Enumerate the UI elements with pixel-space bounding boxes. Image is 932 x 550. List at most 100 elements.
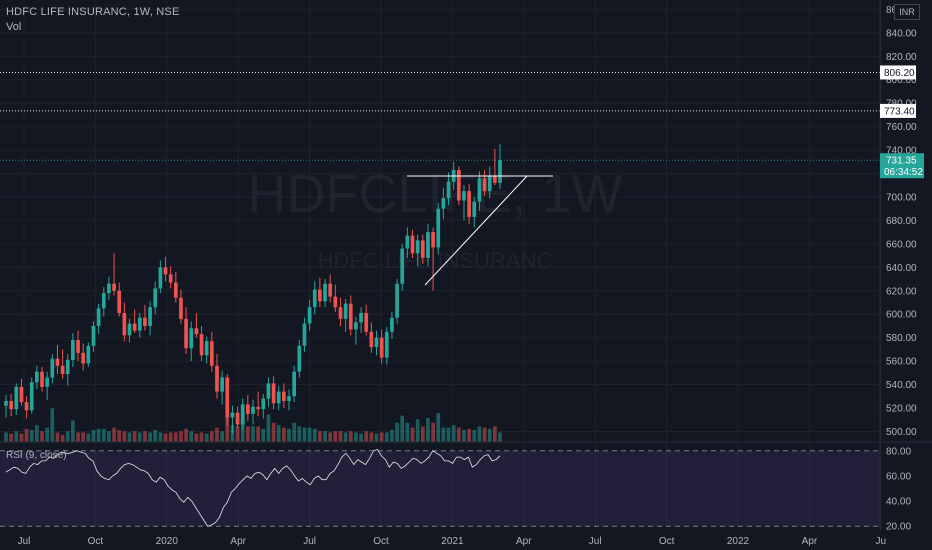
- candle-body: [420, 240, 425, 258]
- volume-bar: [369, 432, 374, 442]
- volume-bar: [19, 433, 24, 442]
- candle-body: [276, 391, 281, 404]
- volume-bar: [410, 427, 415, 442]
- symbol-title[interactable]: HDFC LIFE INSURANC, 1W, NSE: [6, 6, 180, 18]
- candle-body: [271, 383, 276, 404]
- candle-body: [400, 248, 405, 284]
- candle-body: [220, 377, 224, 392]
- candle-body: [240, 404, 245, 425]
- volume-bar: [354, 432, 358, 442]
- time-tick-label: Ju: [876, 536, 887, 547]
- candle-body: [292, 371, 297, 397]
- time-tick-label: Jul: [303, 536, 316, 547]
- drawing-tools: [407, 175, 553, 286]
- volume-bar: [498, 432, 502, 442]
- candle-body: [35, 371, 39, 383]
- candle-body: [4, 400, 8, 406]
- price-tick-label: 660.00: [886, 239, 917, 250]
- candle-body: [137, 317, 142, 331]
- volume-bar: [348, 431, 353, 442]
- time-tick-label: 2022: [727, 536, 750, 547]
- volume-bar: [287, 428, 291, 442]
- volume-bar: [209, 431, 214, 442]
- horizontal-line-label-box: [880, 65, 916, 80]
- volume-bar: [179, 431, 183, 442]
- volume-bar: [158, 432, 163, 442]
- time-tick-label: Apr: [230, 536, 246, 547]
- volume-bar: [65, 431, 70, 442]
- support-trendline[interactable]: [424, 175, 528, 286]
- rsi-tick-label: 80.00: [886, 446, 911, 457]
- candle-body: [287, 396, 291, 401]
- volume-bar: [107, 431, 111, 442]
- rsi-tick-label: 60.00: [886, 471, 911, 482]
- volume-bar: [462, 430, 466, 442]
- volume-bar: [441, 427, 446, 442]
- currency-badge[interactable]: INR: [894, 4, 920, 20]
- volume-bar: [220, 431, 224, 442]
- candle-body: [390, 317, 394, 332]
- volume-bar: [112, 427, 116, 442]
- candle-body: [384, 331, 389, 358]
- candle-body: [477, 178, 482, 202]
- candle-body: [282, 391, 286, 401]
- price-tick-label: 560.00: [886, 357, 917, 368]
- rsi-indicator-label[interactable]: RSI (9, close): [6, 450, 67, 461]
- rsi-tick-label: 20.00: [886, 522, 911, 533]
- rsi-tick-label: 40.00: [886, 497, 911, 508]
- rsi-line: [5, 449, 501, 527]
- volume-bar: [493, 426, 497, 442]
- price-tick-label: 760.00: [886, 122, 917, 133]
- candle-body: [117, 290, 122, 314]
- volume-bar: [132, 431, 137, 442]
- candle-body: [194, 328, 199, 335]
- horizontal-line-label-box: [880, 103, 916, 118]
- volume-bar: [55, 432, 60, 442]
- volume-bar: [4, 432, 8, 442]
- volume-bar: [225, 413, 230, 442]
- candle-body: [307, 307, 312, 324]
- candle-body: [369, 331, 374, 348]
- candle-body: [9, 400, 13, 410]
- price-tick-label: 600.00: [886, 310, 917, 321]
- volume-indicator-label[interactable]: Vol: [6, 21, 22, 33]
- volume-bar: [45, 427, 50, 442]
- candle-body: [487, 175, 492, 192]
- volume-bar: [256, 426, 260, 442]
- volume-bar: [96, 428, 101, 442]
- volume-bar: [199, 432, 204, 442]
- volume-bar: [137, 432, 142, 442]
- volume-bar: [148, 432, 152, 442]
- volume-bar: [451, 425, 456, 442]
- candle-body: [60, 365, 65, 374]
- candle-body: [261, 398, 266, 410]
- candle-body: [122, 313, 127, 336]
- candle-body: [132, 323, 137, 331]
- candle-body: [127, 323, 132, 336]
- price-tick-label: 580.00: [886, 333, 917, 344]
- volume-bar: [122, 431, 127, 442]
- volume-bar: [24, 428, 29, 442]
- candle-body: [76, 340, 80, 353]
- candle-body: [163, 267, 168, 275]
- symbol-watermark: HDFCLIFE, 1W HDFC LIFE INSURANC: [247, 164, 622, 273]
- volume-bar: [76, 432, 80, 442]
- volume-bar: [297, 426, 302, 442]
- candle-body: [184, 318, 188, 349]
- volume-bar: [282, 427, 286, 442]
- volume-bar: [395, 422, 399, 442]
- candle-body: [158, 267, 163, 289]
- candle-body: [65, 359, 70, 374]
- candle-body: [50, 358, 55, 378]
- time-axis[interactable]: Jul Oct 2020 Apr Jul Oct 2021 Apr Jul Oct 2022 Apr J…: [18, 536, 886, 547]
- watermark-name: HDFC LIFE INSURANC: [318, 248, 553, 273]
- candle-body: [354, 322, 358, 330]
- volume-bar: [456, 427, 461, 442]
- candle-body: [215, 365, 219, 392]
- candle-body: [225, 377, 230, 418]
- candle-body: [493, 175, 497, 183]
- last-price-label-box: [880, 153, 924, 179]
- candle-body: [40, 371, 44, 387]
- rsi-axis[interactable]: 20.00 40.00 60.00 80.00: [886, 446, 911, 532]
